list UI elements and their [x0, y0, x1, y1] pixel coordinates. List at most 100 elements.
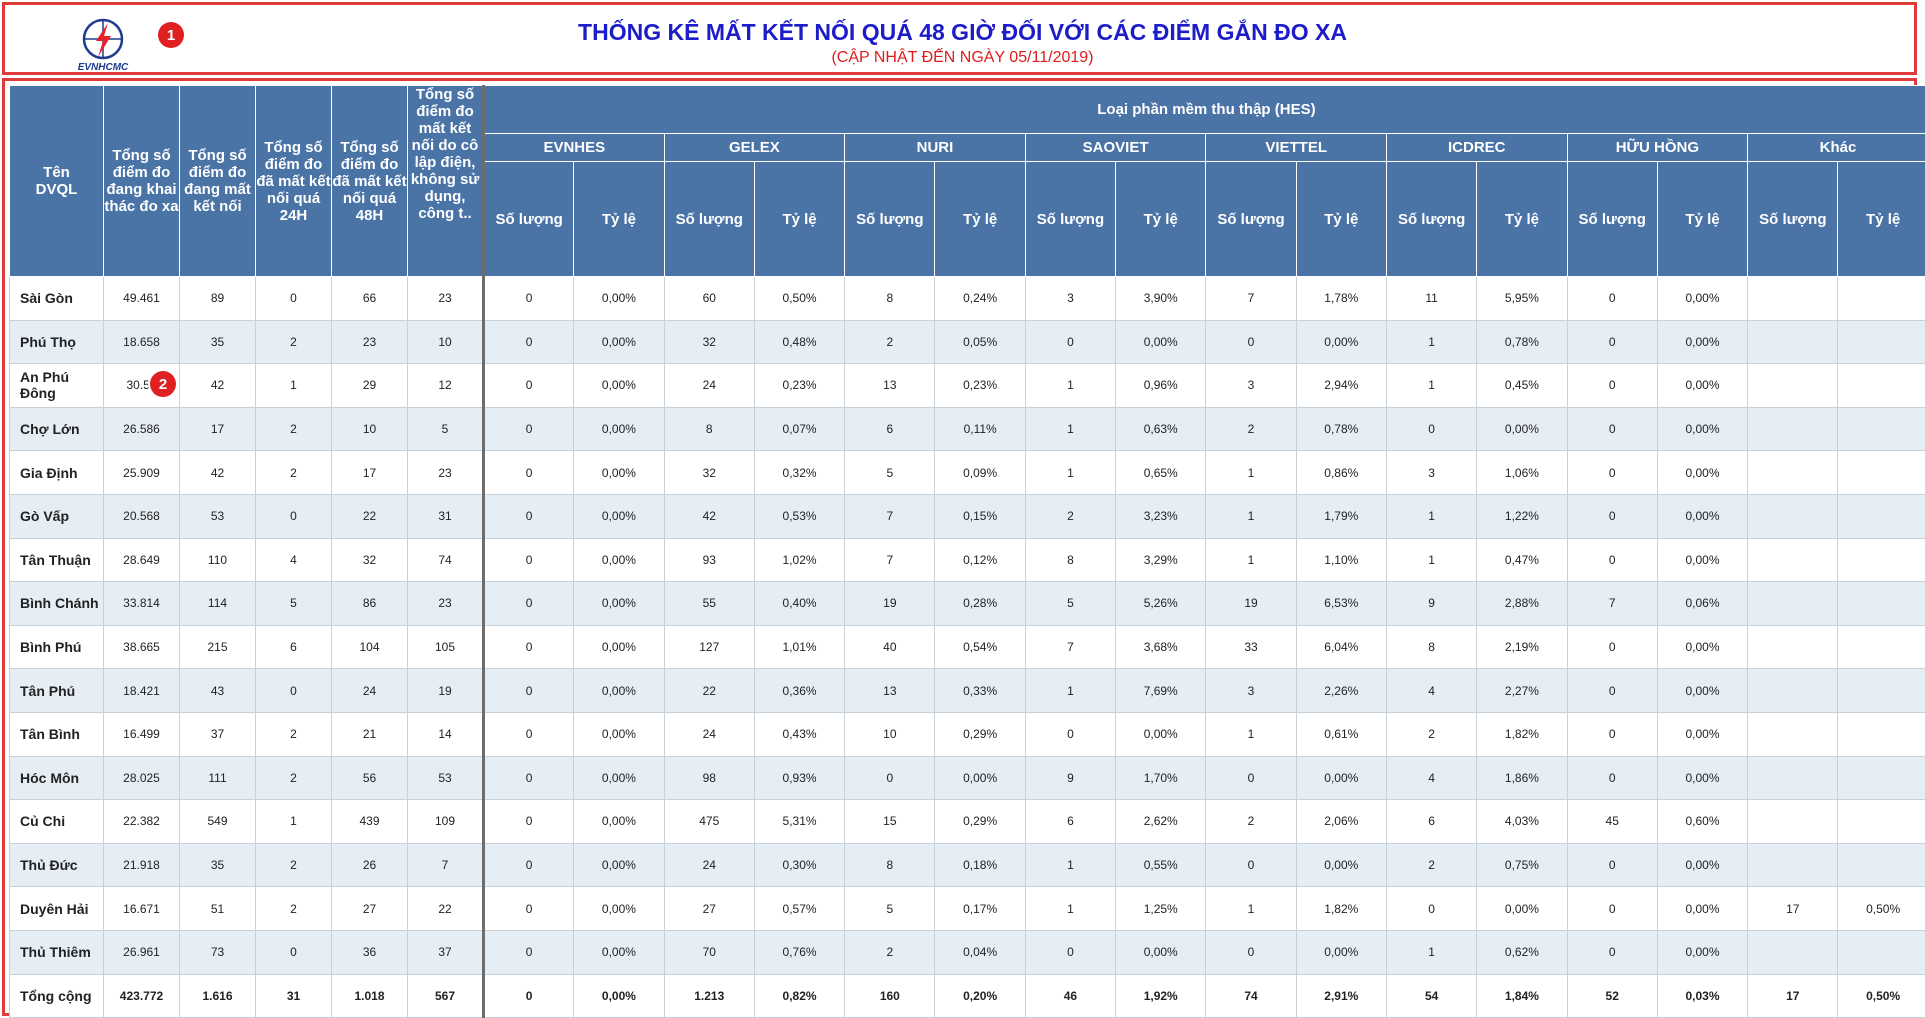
value-cell: 1,86%	[1476, 755, 1568, 801]
value-cell: 127	[663, 624, 755, 670]
value-cell: 24	[663, 842, 755, 888]
unit-name-cell: Thủ Thiêm	[9, 929, 104, 975]
value-cell: 0	[481, 711, 575, 757]
value-cell: 0	[255, 493, 332, 539]
value-cell: 22	[663, 668, 755, 713]
value-cell: 7	[407, 842, 484, 888]
value-cell: 0,50%	[753, 276, 846, 321]
value-cell: 0	[481, 276, 575, 321]
value-cell: 51	[179, 886, 256, 931]
value-cell	[1837, 755, 1925, 801]
value-cell: 8	[1385, 624, 1478, 670]
value-cell: 475	[663, 799, 755, 844]
count-subheader: Số lượng	[1385, 161, 1478, 277]
annotation-badge-1: 1	[158, 22, 184, 48]
value-cell: 0,00%	[1656, 406, 1749, 452]
value-cell	[1747, 319, 1839, 365]
value-cell: 0	[481, 537, 575, 583]
value-cell: 1,82%	[1295, 886, 1387, 931]
value-cell: 0	[1205, 842, 1297, 888]
value-cell: 0,75%	[1476, 842, 1568, 888]
value-cell: 73	[179, 929, 256, 975]
value-cell: 28.025	[103, 755, 180, 801]
table-row: Củ Chi 22.382 549 1 439 109 0 0,00% 475 5,31% 15 0,…	[9, 799, 1925, 844]
value-cell: 1,22%	[1476, 493, 1568, 539]
value-cell: 1,10%	[1295, 537, 1387, 583]
value-cell: 1	[1024, 450, 1117, 495]
value-cell: 2	[255, 886, 332, 931]
value-cell: 0,29%	[934, 799, 1026, 844]
value-cell: 31	[407, 493, 484, 539]
value-cell: 0,00%	[1656, 319, 1749, 365]
value-cell: 17	[1747, 973, 1839, 1018]
value-cell: 17	[1747, 886, 1839, 931]
value-cell: 33	[1205, 624, 1297, 670]
value-cell: 1,06%	[1476, 450, 1568, 495]
value-cell: 3,29%	[1115, 537, 1207, 583]
value-cell: 3	[1024, 276, 1117, 321]
value-cell: 549	[179, 799, 256, 844]
value-cell: 3,68%	[1115, 624, 1207, 670]
value-cell: 7	[844, 537, 936, 583]
value-cell: 6	[255, 624, 332, 670]
value-cell: 0,78%	[1476, 319, 1568, 365]
unit-name-cell: Tân Thuận	[9, 537, 104, 583]
value-cell: 0,00%	[573, 363, 665, 408]
value-cell: 0	[1566, 276, 1658, 321]
value-cell: 8	[663, 406, 755, 452]
value-cell: 2	[255, 319, 332, 365]
value-cell: 0	[481, 406, 575, 452]
value-cell: 1	[1205, 493, 1297, 539]
table-row: Phú Thọ 18.658 35 2 23 10 0 0,00% 32 0,48% 2 0,05% 0…	[9, 319, 1925, 365]
vendor-header: Khác	[1747, 133, 1925, 162]
value-cell	[1747, 276, 1839, 321]
value-cell: 18.421	[103, 668, 180, 713]
value-cell: 0,00%	[573, 537, 665, 583]
value-cell: 0,33%	[934, 668, 1026, 713]
value-cell: 2,94%	[1295, 363, 1387, 408]
table-row: Tân Phú 18.421 43 0 24 19 0 0,00% 22 0,36% 13 0,33%…	[9, 668, 1925, 713]
value-cell: 11	[1385, 276, 1478, 321]
value-cell	[1747, 929, 1839, 975]
value-cell: 19	[407, 668, 484, 713]
value-cell: 0,76%	[753, 929, 846, 975]
value-cell: 567	[407, 973, 484, 1018]
value-cell: 0,93%	[753, 755, 846, 801]
value-cell: 89	[179, 276, 256, 321]
value-cell: 1	[1385, 319, 1478, 365]
value-cell: 0,43%	[753, 711, 846, 757]
value-cell: 0	[1566, 886, 1658, 931]
value-cell: 28.649	[103, 537, 180, 583]
vendor-header: VIETTEL	[1205, 133, 1387, 162]
value-cell: 0,65%	[1115, 450, 1207, 495]
value-cell: 0,00%	[1656, 493, 1749, 539]
value-cell: 0,00%	[1295, 929, 1387, 975]
value-cell: 0	[255, 276, 332, 321]
value-cell: 0,00%	[1295, 842, 1387, 888]
unit-name-cell: Thủ Đức	[9, 842, 104, 888]
rate-subheader: Tỷ lệ	[1295, 161, 1387, 277]
value-cell: 0	[481, 319, 575, 365]
value-cell	[1747, 363, 1839, 408]
value-cell	[1837, 799, 1925, 844]
value-cell: 0	[481, 842, 575, 888]
value-cell: 53	[179, 493, 256, 539]
value-cell: 0,28%	[934, 581, 1026, 626]
value-cell: 1	[1205, 537, 1297, 583]
report-table-frame: Tên DVQL Tổng số điểm đo đang khai thác …	[2, 78, 1925, 1018]
value-cell: 23	[407, 450, 484, 495]
value-cell: 5,31%	[753, 799, 846, 844]
value-cell: 26.961	[103, 929, 180, 975]
unit-name-cell: Tân Phú	[9, 668, 104, 713]
value-cell: 0,57%	[753, 886, 846, 931]
value-cell: 0,05%	[934, 319, 1026, 365]
value-cell: 215	[179, 624, 256, 670]
value-cell: 7	[844, 493, 936, 539]
value-cell: 2	[255, 406, 332, 452]
value-cell: 1.616	[179, 973, 256, 1018]
value-cell: 104	[331, 624, 408, 670]
unit-name-cell: Chợ Lớn	[9, 406, 104, 452]
value-cell: 1	[1385, 929, 1478, 975]
value-cell: 1	[1024, 668, 1117, 713]
value-cell: 2	[844, 319, 936, 365]
